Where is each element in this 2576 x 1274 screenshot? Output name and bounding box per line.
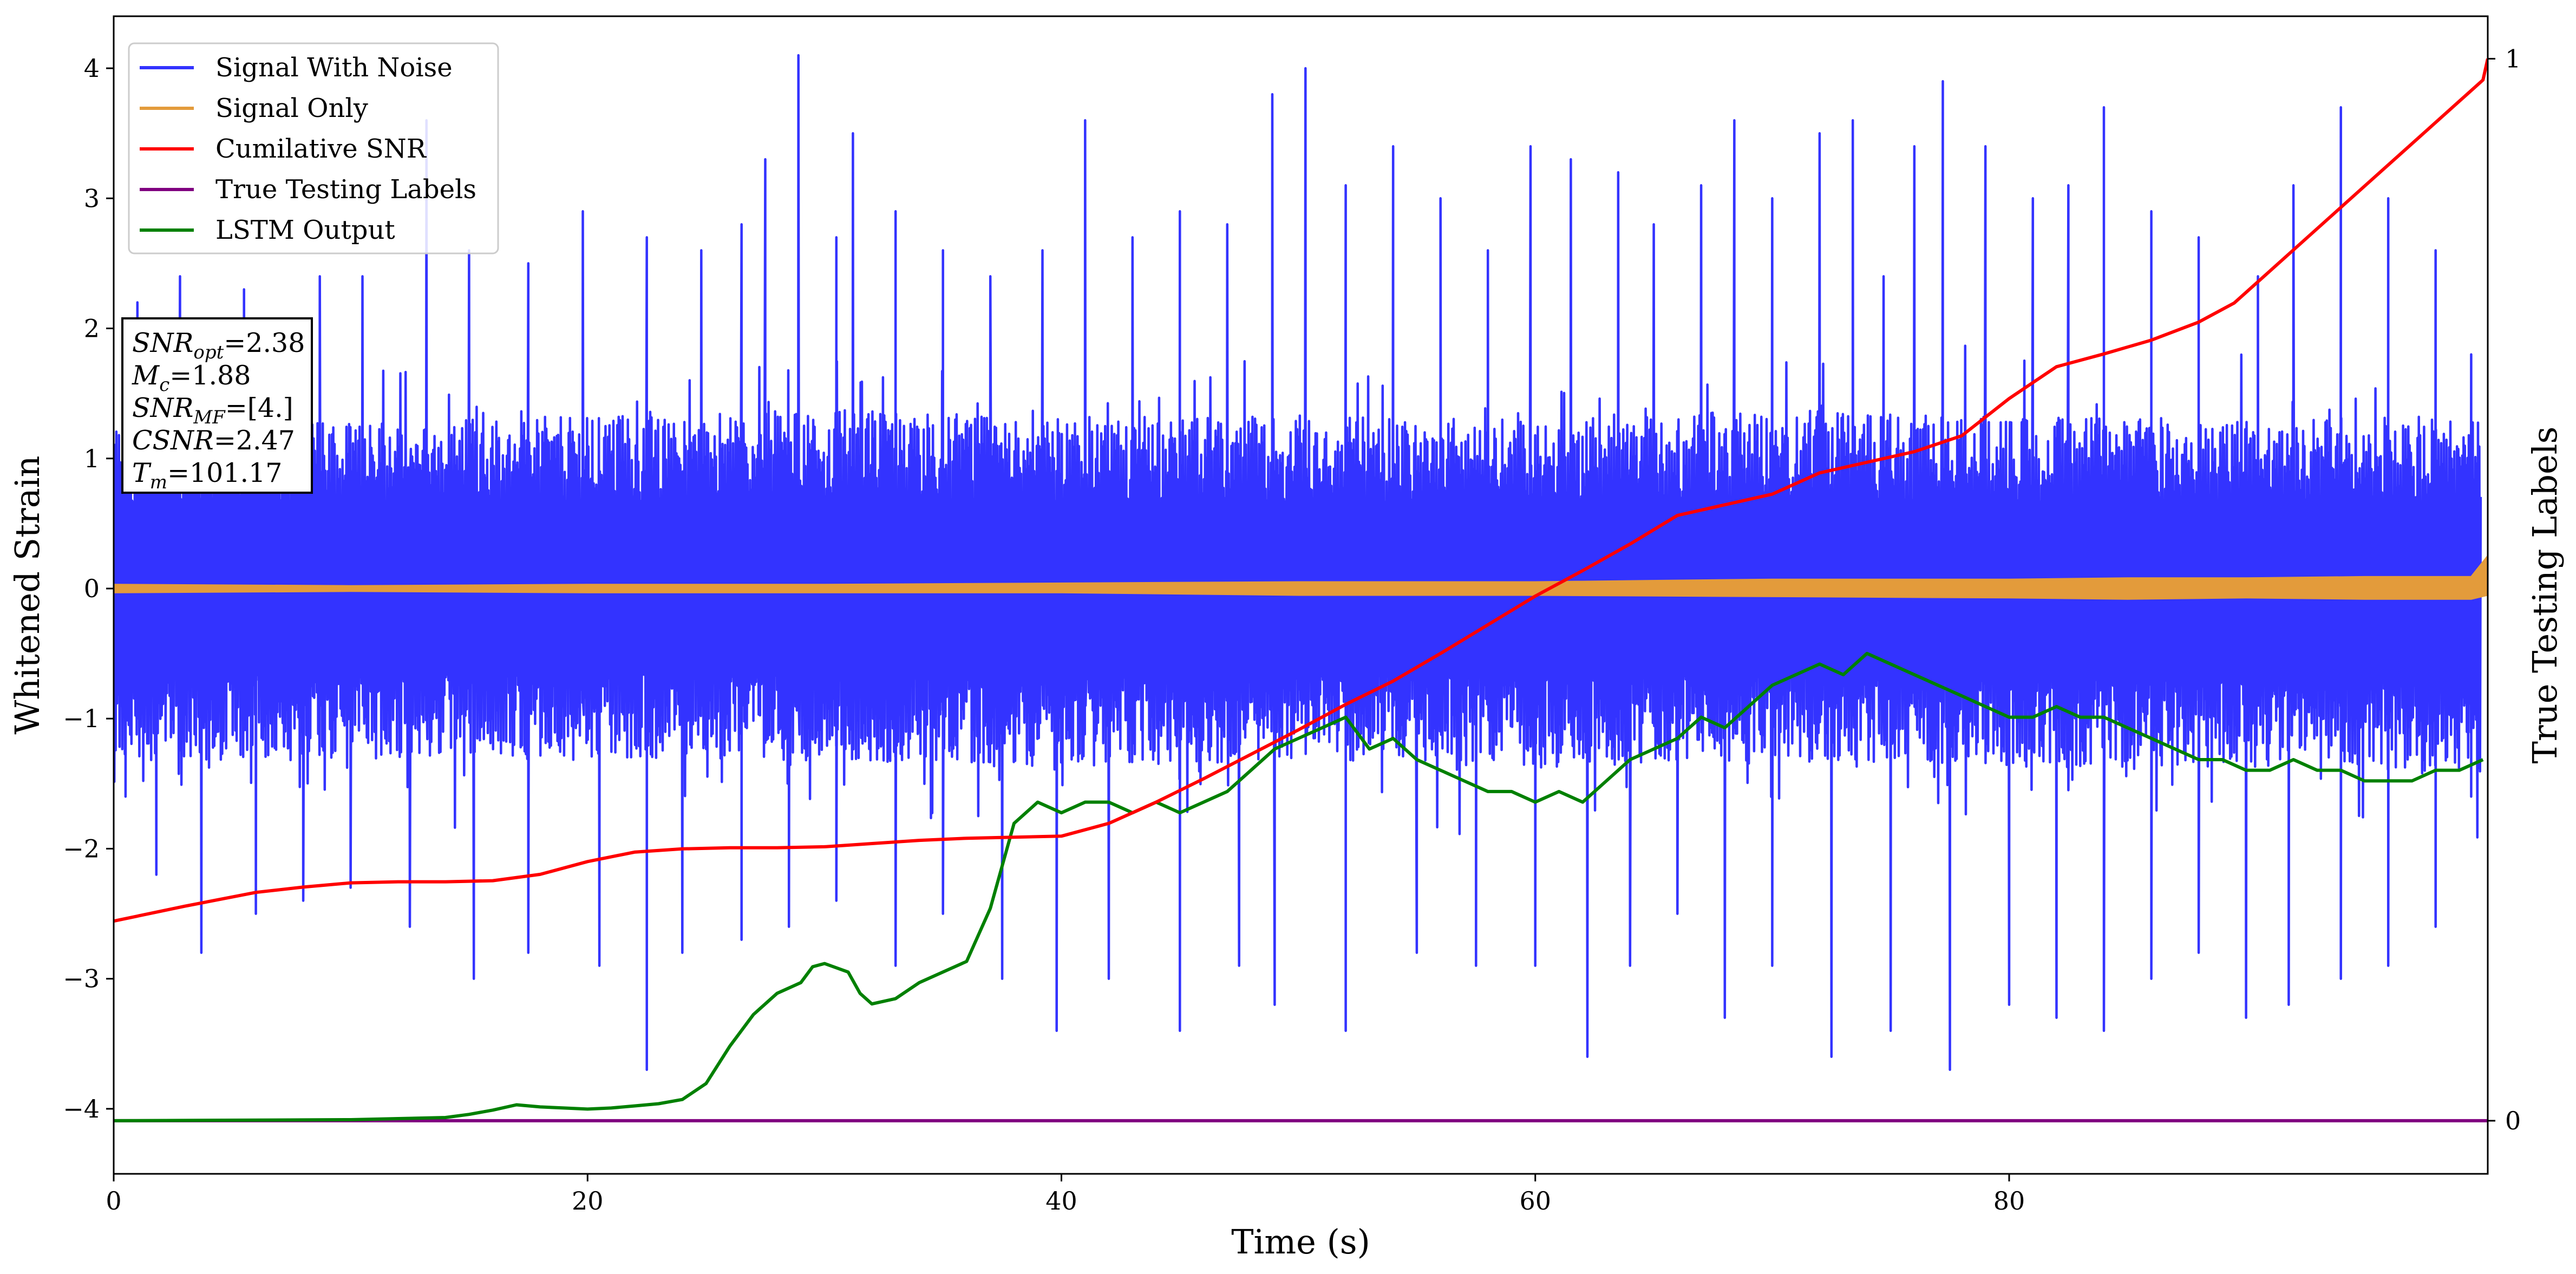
parameter-line: CSNR=2.47: [132, 425, 295, 456]
series-lstm-output: [114, 651, 2484, 1122]
parameter-line: SNRMF=[4.]: [132, 393, 293, 428]
series-signal-with-noise: [114, 54, 2482, 1072]
series-signal-only: [114, 554, 2488, 600]
x-tick-label: 20: [572, 1186, 604, 1216]
y-tick-label: −1: [63, 704, 100, 733]
y-tick-label: 4: [84, 54, 100, 83]
x-tick-label: 60: [1519, 1186, 1551, 1216]
x-tick-label: 40: [1045, 1186, 1077, 1216]
y-tick-label: −4: [63, 1094, 100, 1123]
parameter-line: SNRopt=2.38: [132, 328, 305, 363]
y2-axis-title: True Testing Labels: [2525, 427, 2565, 764]
x-axis-title: Time (s): [1231, 1222, 1370, 1262]
parameter-line: Tm=101.17: [132, 458, 282, 493]
y2-tick-label: 0: [2505, 1106, 2521, 1135]
plot-frame: [113, 15, 2489, 1175]
parameter-line: Mc=1.88: [132, 360, 251, 396]
legend-label: True Testing Labels: [215, 174, 476, 205]
y-tick-label: 0: [84, 574, 100, 603]
y-tick-label: −2: [63, 834, 100, 863]
legend-label: Cumilative SNR: [215, 134, 427, 164]
legend-label: Signal Only: [215, 93, 368, 123]
y-tick-label: 1: [84, 444, 100, 473]
y-axis-title: Whitened Strain: [8, 456, 47, 735]
legend-label: LSTM Output: [215, 215, 395, 245]
y2-tick-label: 1: [2505, 44, 2521, 73]
x-tick-label: 80: [1993, 1186, 2025, 1216]
series-cumilative-snr: [114, 58, 2488, 923]
parameter-box-frame: [121, 317, 313, 494]
y-tick-label: 3: [84, 184, 100, 213]
legend-frame: [128, 42, 499, 254]
legend-label: Signal With Noise: [215, 53, 453, 83]
y-tick-label: −3: [63, 964, 100, 994]
x-tick-label: 0: [106, 1186, 121, 1216]
plot-area: [114, 54, 2488, 1122]
legend: Signal With Noise Signal Only Cumilative S…: [128, 42, 499, 254]
y-tick-label: 2: [84, 314, 100, 343]
parameter-box: SNRopt=2.38Mc=1.88SNRMF=[4.]CSNR=2.47Tm=…: [121, 317, 313, 494]
